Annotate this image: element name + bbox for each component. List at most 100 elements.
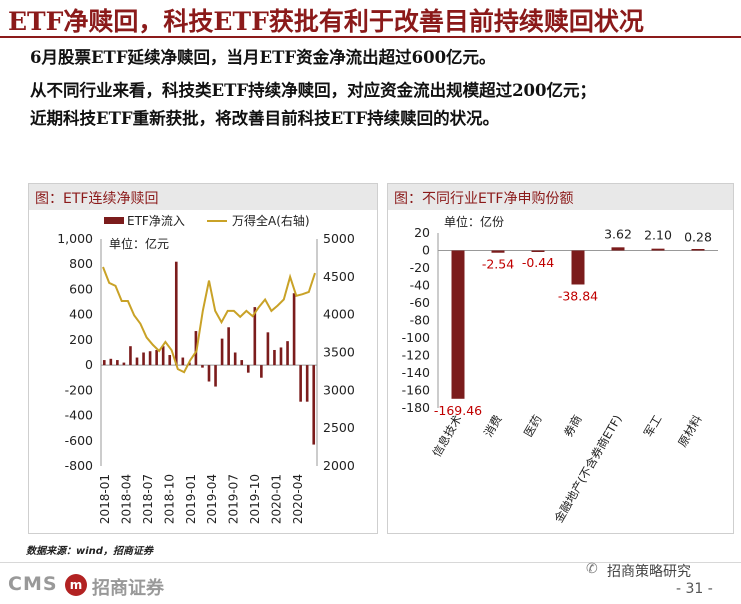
- etf-flow-bar: [129, 346, 132, 366]
- legend-bar-label: ETF净流入: [127, 214, 185, 228]
- industry-etf-chart-panel: 图：不同行业ETF净申购份额 -180 -160 -140 -120 -100 -80 -6…: [387, 183, 734, 534]
- chart-header: 图：ETF连续净赎回: [29, 184, 377, 210]
- right-axis-tick-label: 2000: [323, 458, 355, 473]
- industry-bar: [451, 250, 465, 399]
- category-label: 信息技术: [429, 412, 464, 459]
- company-name: 招商证券: [92, 578, 164, 599]
- etf-flow-bar: [155, 349, 158, 366]
- etf-flow-bar: [148, 351, 152, 366]
- etf-flow-bar: [102, 360, 106, 366]
- index-line: [102, 266, 316, 374]
- bar-value-label: 3.62: [604, 226, 632, 241]
- left-axis-tick-label: -400: [65, 408, 93, 423]
- unit-label: 单位：亿元: [109, 236, 169, 251]
- bar-value-label: -38.84: [558, 288, 598, 303]
- etf-flow-bar: [292, 293, 296, 366]
- etf-flow-bar: [201, 365, 204, 368]
- etf-flow-bar: [174, 261, 178, 366]
- y-axis-tick-label: -20: [410, 260, 430, 275]
- etf-flow-bar: [135, 357, 139, 366]
- wechat-icon: ✆: [586, 561, 598, 577]
- legend-line-label: 万得全A(右轴): [232, 213, 310, 228]
- bullet-line-3: 近期科技ETF重新获批，将改善目前科技ETF持续赎回的状况。: [30, 109, 500, 128]
- footer-divider: [0, 562, 741, 563]
- etf-flow-bar: [240, 360, 244, 366]
- x-axis-tick-label: 2019-04: [205, 474, 219, 524]
- chart-title: 图：ETF连续净赎回: [35, 191, 159, 207]
- right-axis-tick-label: 4500: [323, 269, 355, 284]
- industry-etf-chart: -180 -160 -140 -120 -100 -80 -60 -40 -20 0 20 -169.…: [402, 214, 718, 525]
- right-axis-tick-label: 5000: [323, 231, 355, 246]
- x-axis-tick-label: 2018-04: [119, 474, 133, 524]
- y-axis-tick-label: 20: [414, 225, 430, 240]
- y-axis-tick-label: -160: [402, 383, 430, 398]
- x-axis-tick-label: 2019-01: [184, 474, 198, 524]
- left-axis-tick-label: 800: [69, 256, 93, 271]
- etf-flow-bar: [305, 365, 309, 402]
- left-axis-tick-label: 1,000: [57, 231, 93, 246]
- category-label: 消费: [481, 413, 505, 440]
- etf-flow-bar: [207, 365, 211, 382]
- etf-flow-bar: [253, 307, 257, 366]
- x-axis-tick-label: 2019-10: [248, 474, 262, 524]
- unit-label: 单位：亿份: [444, 214, 504, 229]
- y-axis-tick-label: 0: [422, 243, 430, 258]
- left-axis-tick-label: 400: [69, 307, 93, 322]
- etf-flow-bar: [220, 338, 224, 366]
- etf-flow-bar: [161, 346, 165, 366]
- x-axis-tick-label: 2020-01: [270, 474, 284, 524]
- etf-flow-bar: [181, 357, 185, 366]
- right-axis-tick-label: 3500: [323, 345, 355, 360]
- bar-value-label: -2.54: [482, 257, 514, 272]
- category-label: 军工: [641, 413, 665, 440]
- etf-flow-bar: [260, 365, 263, 378]
- industry-bar: [491, 250, 505, 253]
- company-logo-badge: m: [65, 574, 87, 596]
- y-axis-tick-label: -100: [402, 330, 430, 345]
- etf-flow-bar: [279, 347, 283, 366]
- etf-flow-bar: [273, 349, 276, 366]
- right-axis-tick-label: 2500: [323, 420, 355, 435]
- etf-flow-bar: [109, 358, 113, 366]
- bar-value-label: -0.44: [522, 255, 554, 270]
- company-logo-text: CMS: [8, 573, 58, 595]
- left-axis-tick-label: -200: [65, 382, 93, 397]
- chart-title: 图：不同行业ETF净申购份额: [394, 191, 574, 207]
- industry-bar: [691, 249, 705, 251]
- bar-value-label: 2.10: [644, 228, 672, 243]
- category-label: 券商: [561, 413, 585, 440]
- etf-flow-bar: [168, 355, 172, 366]
- category-label: 医药: [521, 413, 545, 440]
- industry-bar: [571, 250, 585, 285]
- x-axis-tick-label: 2019-07: [227, 474, 241, 524]
- wechat-account-name: 招商策略研究: [607, 564, 691, 580]
- etf-flow-bar: [194, 331, 198, 366]
- y-axis-tick-label: -140: [402, 365, 430, 380]
- bullet-line-1: 6月股票ETF延续净赎回，当月ETF资金净流出超过600亿元。: [30, 48, 496, 67]
- page-number: - 31 -: [676, 581, 713, 597]
- chart-header: 图：不同行业ETF净申购份额: [388, 184, 733, 210]
- industry-bar: [611, 247, 625, 251]
- left-axis-tick-label: -600: [65, 433, 93, 448]
- etf-flow-bar: [246, 365, 250, 373]
- right-axis-tick-label: 4000: [323, 307, 355, 322]
- etf-flow-bar: [214, 365, 217, 387]
- industry-bar: [651, 248, 665, 251]
- y-axis-tick-label: -40: [410, 278, 430, 293]
- y-axis-tick-label: -80: [410, 313, 430, 328]
- title-divider: [0, 36, 741, 38]
- industry-bar: [531, 250, 545, 252]
- etf-flow-chart: -800 -600 -400 -200 0 200 400 600 800 1,000 2000 25…: [57, 213, 355, 524]
- bar-value-label: 0.28: [684, 229, 712, 244]
- etf-flow-bar: [142, 352, 145, 366]
- y-axis-tick-label: -120: [402, 348, 430, 363]
- left-axis-tick-label: -800: [65, 458, 93, 473]
- etf-flow-bar: [227, 327, 230, 366]
- x-axis-tick-label: 2018-01: [98, 474, 112, 524]
- etf-flow-chart-panel: 图：ETF连续净赎回 -800 -600 -400 -200 0 200 400 600 800…: [28, 183, 378, 534]
- right-axis-tick-label: 3000: [323, 382, 355, 397]
- etf-flow-bar: [116, 360, 119, 366]
- slide-title: ETF净赎回，科技ETF获批有利于改善目前持续赎回状况: [8, 7, 644, 36]
- etf-flow-bar: [299, 365, 302, 402]
- etf-flow-bar: [312, 365, 316, 445]
